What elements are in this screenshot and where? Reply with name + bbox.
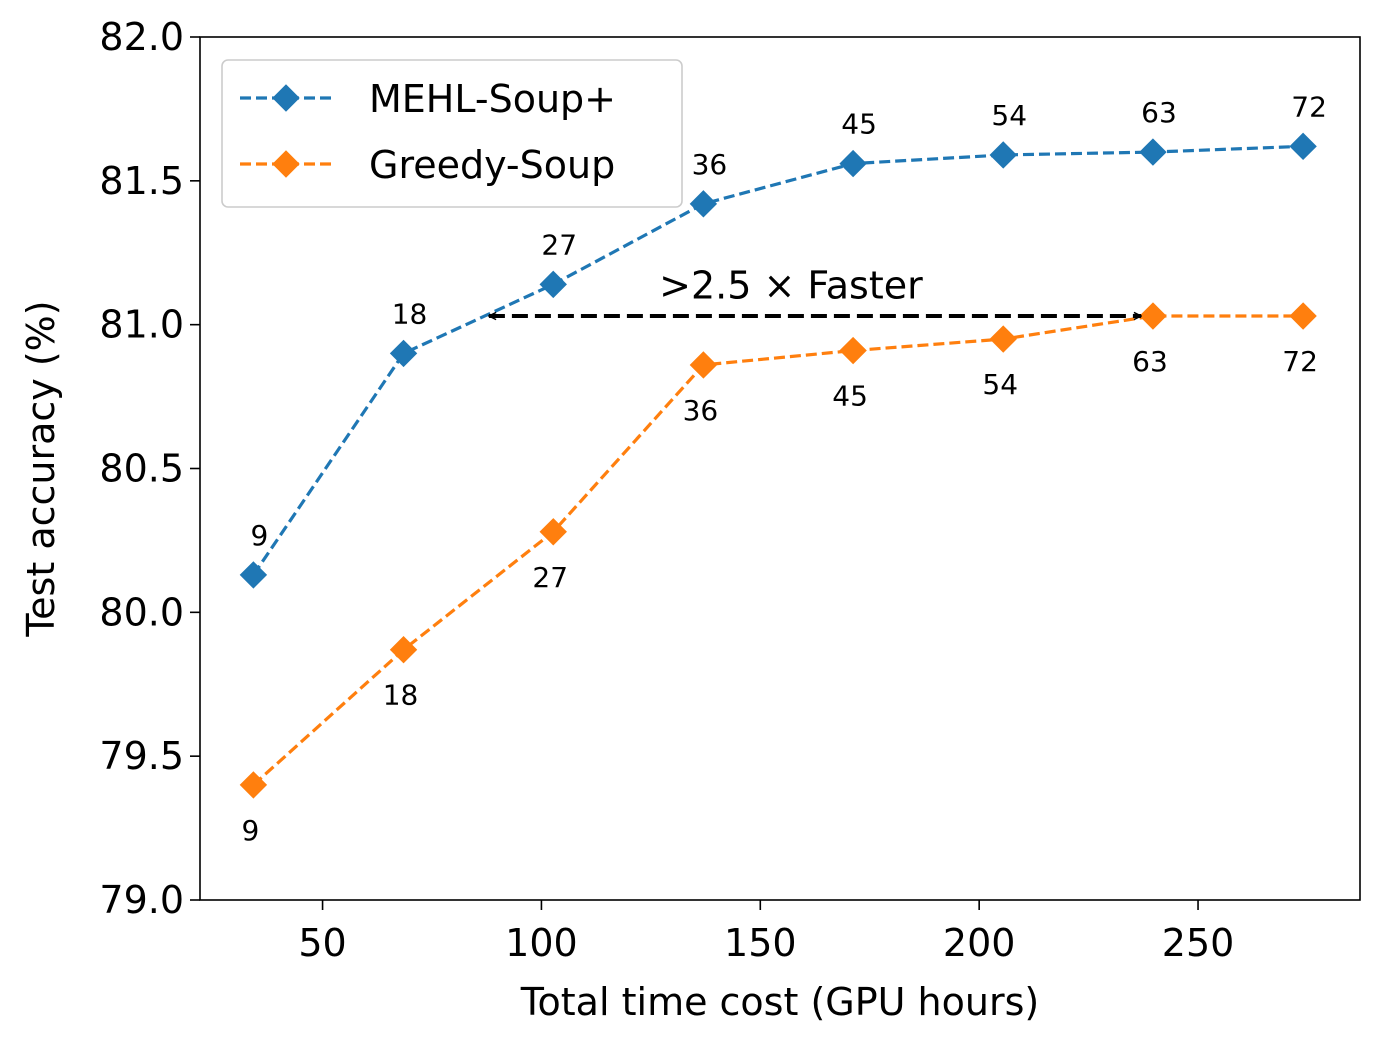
x-tick-label: 100: [505, 921, 578, 965]
data-point: [839, 149, 867, 178]
data-point: [539, 518, 567, 546]
x-axis-label: Total time cost (GPU hours): [520, 980, 1039, 1024]
y-tick-label: 79.5: [99, 734, 184, 778]
y-tick-label: 80.5: [99, 447, 184, 491]
annotation-layer: >2.5 × Faster: [489, 263, 1141, 316]
y-tick-label: 81.0: [99, 303, 184, 347]
data-point: [389, 339, 418, 368]
legend-swatch-marker: [272, 150, 300, 178]
data-label: 18: [383, 679, 419, 712]
x-tick-label: 200: [943, 921, 1016, 965]
data-label: 72: [1291, 90, 1327, 123]
data-point: [689, 190, 718, 218]
data-label: 18: [392, 297, 428, 330]
data-label: 27: [532, 561, 568, 594]
y-tick-label: 82.0: [99, 15, 184, 59]
data-label: 36: [692, 148, 728, 181]
data-label: 9: [241, 814, 259, 847]
y-tick-label: 80.0: [99, 590, 184, 634]
legend: MEHL-Soup+ Greedy-Soup: [221, 59, 683, 208]
legend-box: [221, 59, 683, 208]
data-point: [239, 561, 268, 589]
legend-label: MEHL-Soup+: [369, 77, 616, 121]
x-tick-label: 50: [298, 921, 346, 965]
data-point: [389, 636, 418, 664]
data-point: [1289, 302, 1317, 330]
x-tick-label: 150: [724, 921, 797, 965]
data-label: 63: [1141, 96, 1177, 129]
data-label: 63: [1132, 345, 1168, 378]
data-label: 27: [541, 228, 577, 261]
data-label: 45: [832, 380, 868, 413]
data-label: 9: [250, 519, 268, 552]
data-point: [689, 351, 718, 379]
data-point: [1289, 132, 1317, 161]
data-point: [239, 771, 268, 799]
data-label: 36: [683, 394, 719, 427]
series-line: [252, 314, 1304, 787]
data-point: [539, 270, 567, 299]
data-label: 45: [841, 108, 877, 141]
data-point: [1139, 138, 1167, 166]
series-line: [252, 144, 1304, 576]
y-tick-label: 79.0: [99, 878, 184, 922]
y-tick-label: 81.5: [99, 159, 184, 203]
data-label: 72: [1282, 345, 1318, 378]
legend-swatch-marker: [272, 84, 300, 112]
data-point: [839, 336, 867, 365]
y-axis-label: Test accuracy (%): [19, 300, 63, 637]
data-point: [989, 141, 1017, 169]
data-point: [989, 325, 1017, 353]
x-tick-label: 250: [1162, 921, 1235, 965]
annotation-text: >2.5 × Faster: [659, 263, 923, 307]
data-label: 54: [982, 368, 1018, 401]
data-label: 54: [991, 99, 1027, 132]
data-point: [1139, 302, 1167, 330]
legend-label: Greedy-Soup: [369, 143, 615, 187]
axes-layer: 50 100 150 200 250 79.0 79.5 80.0 80.5 81.0 81.5 82…: [99, 15, 1234, 965]
